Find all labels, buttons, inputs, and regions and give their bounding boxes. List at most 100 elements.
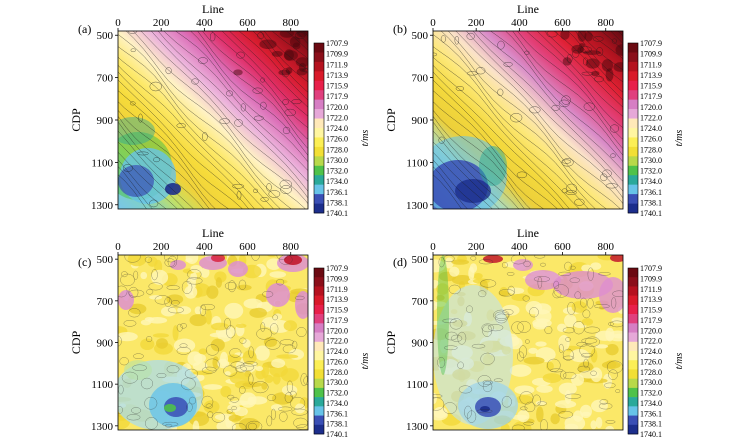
contour-line: [118, 159, 167, 209]
contour-line: [257, 32, 265, 39]
colorbar-tick-label: 1728.0: [640, 368, 662, 377]
contour-line: [534, 255, 546, 259]
heatmap-patch: [535, 400, 547, 406]
colorbar-swatch: [628, 415, 638, 426]
x-tick-label: 800: [282, 241, 299, 253]
colorbar-swatch: [314, 378, 324, 389]
contour-line: [569, 277, 580, 283]
deep-zone: [433, 255, 518, 429]
contour-line: [567, 301, 576, 315]
heatmap-patch: [229, 371, 250, 385]
heatmap-patch: [437, 255, 449, 375]
contour-line: [561, 158, 574, 167]
contour-line: [252, 381, 269, 394]
contour-lines: [118, 31, 308, 209]
colorbar-tick-label: 1740.1: [640, 209, 662, 218]
colorbar-tick-label: 1717.9: [326, 316, 348, 325]
contour-line: [300, 373, 308, 387]
heatmap-patch: [185, 258, 193, 263]
heatmap-patch: [279, 31, 294, 38]
colorbar-swatch: [314, 314, 324, 324]
colorbar-swatch: [628, 175, 638, 185]
x-tick-label: 200: [153, 17, 170, 29]
colorbar-swatch: [314, 80, 324, 91]
heatmap-patch: [224, 302, 244, 319]
colorbar-tick-label: 1711.9: [640, 60, 662, 69]
colorbar-swatch: [314, 156, 324, 167]
y-axis-label: CDP: [69, 108, 83, 132]
colorbar-swatch: [314, 61, 324, 72]
contour-line: [248, 373, 254, 385]
contour-line: [553, 280, 559, 289]
colorbar-tick-label: 1717.9: [326, 92, 348, 101]
colorbar-swatch: [314, 43, 324, 53]
contour-line: [537, 401, 547, 406]
heatmap-patch: [498, 290, 511, 297]
contour-line: [605, 420, 616, 424]
heatmap-patch: [235, 323, 247, 328]
contour-line: [199, 304, 207, 317]
heatmap-patch: [224, 371, 231, 376]
contour-line: [443, 402, 457, 414]
contour-line: [455, 86, 465, 91]
contour-line: [529, 106, 541, 114]
colorbar-tick-label: 1715.9: [326, 306, 348, 315]
colorbar-swatch: [628, 295, 638, 306]
y-tick-label: 1300: [91, 200, 114, 212]
contour-line: [231, 423, 247, 430]
contour-line: [291, 408, 308, 416]
contour-line: [205, 358, 220, 372]
heatmap-patch: [284, 255, 302, 265]
contour-line: [457, 331, 467, 345]
heatmap-patch: [261, 382, 268, 390]
contour-line: [547, 358, 561, 372]
contour-line: [449, 318, 463, 330]
colorbar-tick-label: 1717.9: [640, 316, 662, 325]
heatmap-patch: [536, 406, 544, 423]
x-tick-label: 400: [196, 17, 213, 29]
contour-line: [162, 421, 179, 427]
y-tick-label: 1100: [91, 379, 113, 391]
colorbar-tick-label: 1707.9: [326, 39, 348, 48]
x-tick-label: 200: [468, 241, 485, 253]
contour-line: [282, 98, 289, 105]
colorbar-swatch: [314, 268, 324, 278]
contour-line: [487, 324, 504, 332]
contour-line: [610, 153, 616, 158]
colorbar-tick-label: 1707.9: [326, 264, 348, 273]
heatmap-patch: [242, 339, 251, 348]
contour-line: [132, 364, 147, 372]
y-tick-label: 1300: [91, 421, 114, 433]
colorbar-tick-label: 1722.0: [640, 113, 662, 122]
contour-line: [229, 397, 239, 403]
heatmap-patch: [581, 264, 592, 272]
heatmap-patch: [127, 255, 147, 267]
contour-line: [583, 57, 589, 66]
heatmap-patch: [278, 69, 291, 76]
x-tick-label: 400: [511, 241, 528, 253]
contour-line: [238, 279, 247, 290]
heatmap-patch: [209, 332, 227, 338]
heatmap-patch: [160, 306, 177, 317]
colorbar-tick-label: 1709.9: [326, 50, 348, 59]
contour-line: [252, 87, 263, 94]
contour-line: [482, 324, 493, 337]
contour-line: [262, 290, 274, 298]
heatmap-patch: [200, 267, 210, 278]
contour-line: [477, 375, 492, 387]
colorbar-swatch: [628, 90, 638, 100]
contour-line: [586, 31, 623, 60]
colorbar-frame: [313, 42, 325, 214]
contour-line: [584, 336, 600, 347]
heatmap-patch: [613, 62, 623, 72]
colorbar-swatch: [314, 369, 324, 379]
heatmap-patch: [295, 291, 308, 319]
contour-line: [608, 321, 614, 326]
contour-line: [440, 35, 447, 43]
contour-line: [240, 103, 246, 112]
contour-line: [118, 101, 230, 209]
contour-line: [234, 119, 243, 127]
x-tick-label: 800: [597, 241, 614, 253]
contour-line: [433, 90, 558, 209]
